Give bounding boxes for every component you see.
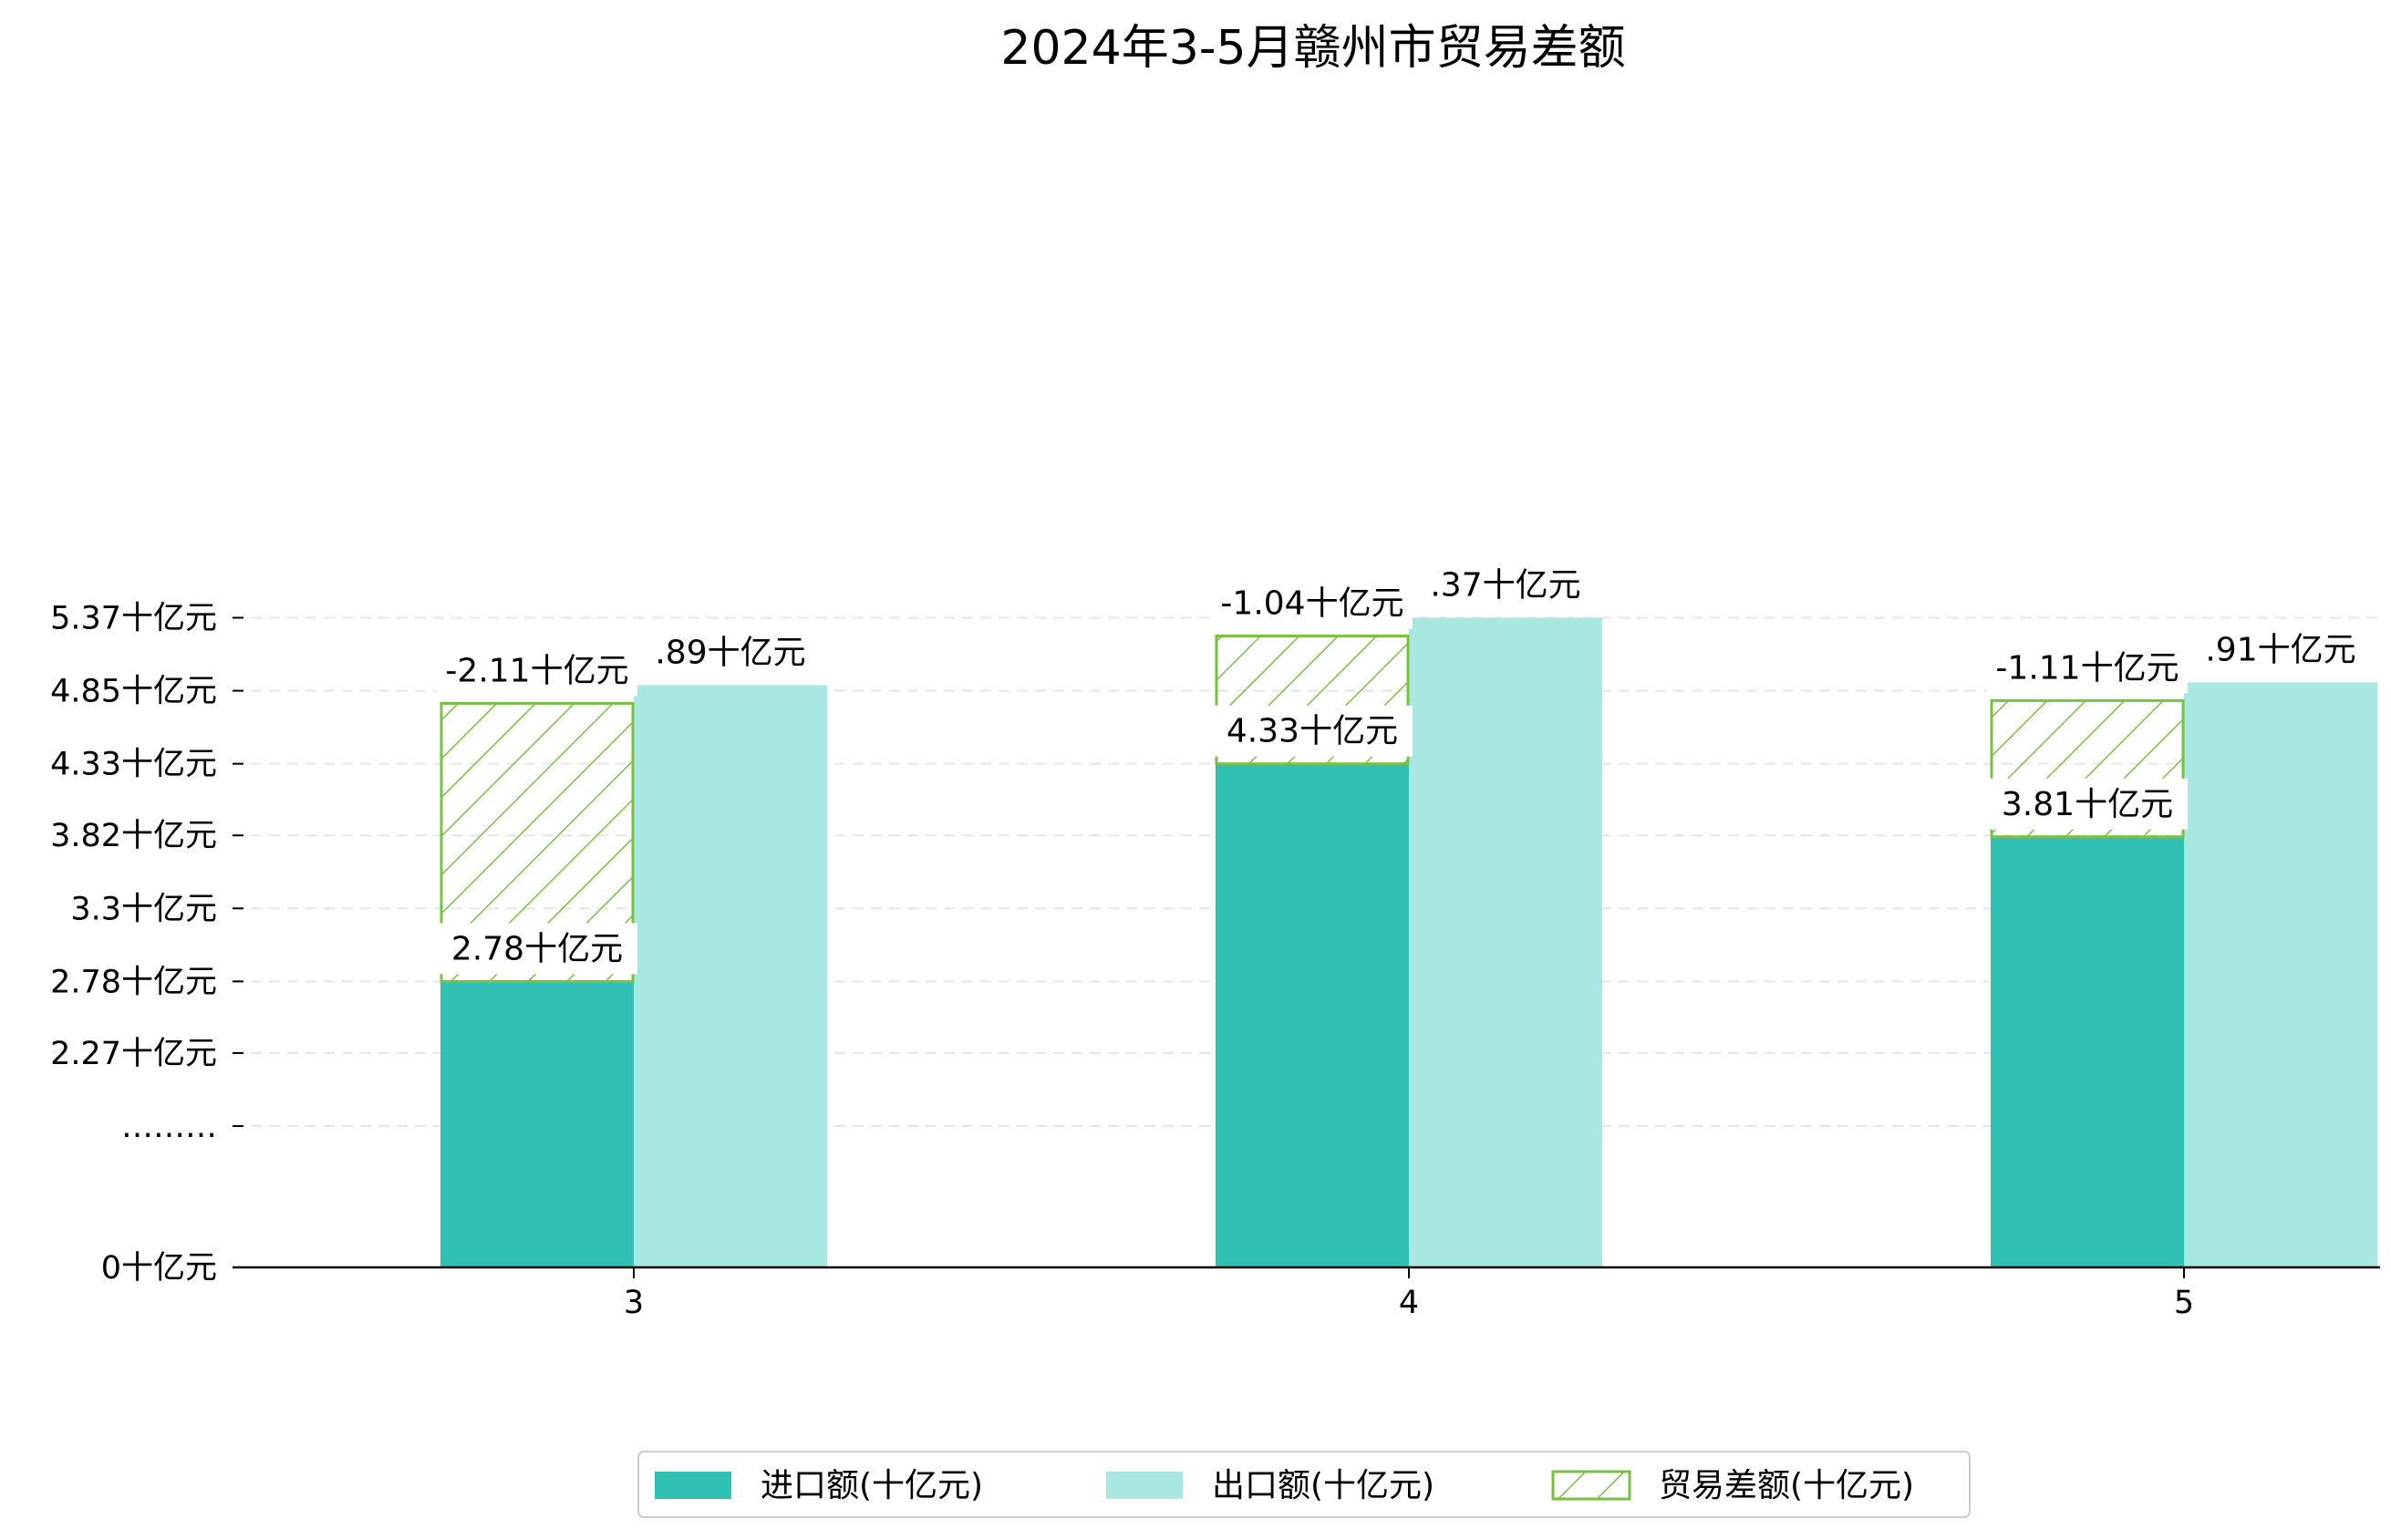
y-tick-label: 4.33十亿元 (50, 747, 217, 783)
legend-swatch (1551, 1470, 1631, 1501)
export-bar (2184, 682, 2377, 1267)
legend-label: 贸易差额(十亿元) (1659, 1467, 1914, 1504)
y-tick-label: 3.3十亿元 (70, 891, 217, 927)
import-value-label: 3.81十亿元 (2002, 786, 2173, 823)
import-value-label-bg (1987, 778, 2188, 830)
import-value-label-bg (1212, 705, 1413, 757)
chart-title: 2024年3-5月赣州市贸易差额 (1000, 21, 1625, 76)
x-axis: 3 4 5 (233, 1266, 2380, 1321)
balance-value-label-bg (1987, 642, 2188, 694)
export-value-label: .37十亿元 (1430, 567, 1580, 605)
y-tick-label: 2.27十亿元 (50, 1036, 217, 1072)
balance-value-label-bg (1212, 577, 1413, 629)
import-value-label: 4.33十亿元 (1227, 713, 1398, 750)
y-axis: 0十亿元 ……… 2.27十亿元 2.78十亿元 3.3十亿元 3.82十亿元 4.33十亿… (50, 601, 243, 1287)
legend-label: 进口额(十亿元) (761, 1467, 983, 1504)
balance-value-label-bg (437, 645, 637, 697)
legend-label: 出口额(十亿元) (1212, 1467, 1434, 1504)
x-tick-label: 3 (624, 1285, 644, 1321)
legend: 进口额(十亿元) 出口额(十亿元) 贸易差额(十亿元) (637, 1451, 1971, 1518)
balance-value-label: -1.04十亿元 (1220, 585, 1403, 623)
y-tick-label: 2.78十亿元 (50, 964, 217, 1000)
y-tick-label: 5.37十亿元 (50, 601, 217, 637)
x-tick-label: 5 (2174, 1285, 2194, 1321)
legend-box (637, 1451, 1971, 1518)
y-tick-label: 0十亿元 (101, 1250, 217, 1287)
x-tick-label: 4 (1399, 1285, 1419, 1321)
bars (440, 617, 2377, 1267)
export-bar (634, 685, 827, 1267)
export-value-label: .91十亿元 (2205, 631, 2355, 668)
export-value-label: .89十亿元 (655, 634, 805, 671)
import-bar (1991, 836, 2184, 1267)
y-tick-label: ……… (121, 1109, 217, 1145)
balance-value-label: -1.11十亿元 (1995, 649, 2179, 687)
y-tick-label: 3.82十亿元 (50, 818, 217, 854)
import-value-label: 2.78十亿元 (451, 930, 623, 967)
legend-swatch (1106, 1472, 1183, 1499)
export-bar (1409, 617, 1602, 1267)
data-labels: 2.78十亿元 -2.11十亿元 .89十亿元 4.33十亿元 -1.04十亿元 .37十… (437, 567, 2356, 975)
import-bar (440, 981, 634, 1267)
legend-swatch (655, 1472, 731, 1499)
balance-value-label: -2.11十亿元 (445, 652, 628, 689)
import-value-label-bg (437, 923, 637, 975)
import-bar (1216, 763, 1409, 1267)
y-tick-label: 4.85十亿元 (50, 674, 217, 710)
